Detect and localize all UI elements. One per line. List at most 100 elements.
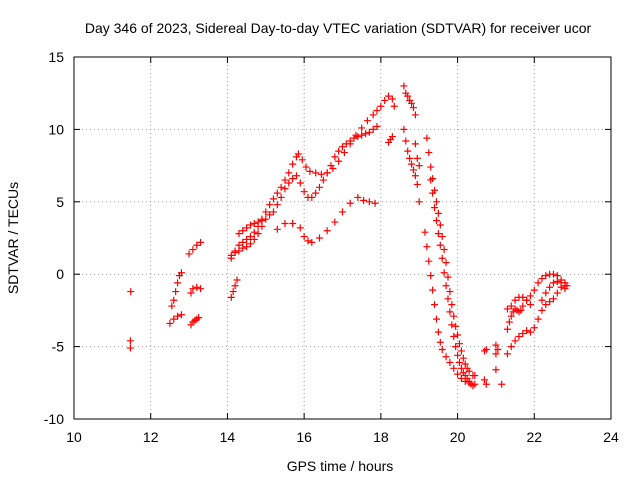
- data-point: [519, 330, 527, 338]
- data-point: [197, 285, 205, 293]
- data-point: [342, 140, 350, 148]
- data-point: [177, 311, 185, 319]
- data-point: [442, 259, 450, 267]
- data-point: [534, 279, 542, 287]
- data-point: [273, 189, 281, 197]
- data-point: [542, 301, 550, 309]
- data-point: [432, 198, 440, 206]
- data-point: [281, 220, 289, 228]
- data-point: [315, 234, 323, 242]
- data-point: [262, 208, 270, 216]
- data-point: [193, 283, 201, 291]
- grid-lines: [74, 57, 611, 419]
- data-point: [377, 102, 385, 110]
- data-point: [262, 215, 270, 223]
- data-point: [273, 201, 281, 209]
- data-point: [289, 175, 297, 183]
- data-point: [519, 302, 527, 310]
- x-tick-label: 24: [603, 429, 619, 445]
- data-point: [285, 179, 293, 187]
- data-point: [229, 288, 237, 296]
- data-point: [408, 160, 416, 168]
- data-point: [187, 289, 195, 297]
- data-point: [289, 220, 297, 228]
- data-point: [346, 199, 354, 207]
- data-point: [415, 162, 423, 170]
- data-point: [358, 131, 366, 139]
- data-point: [197, 238, 205, 246]
- data-point: [459, 354, 467, 362]
- data-point: [471, 372, 479, 380]
- data-point: [166, 319, 174, 327]
- data-point: [404, 147, 412, 155]
- data-point: [388, 95, 396, 103]
- data-point: [425, 257, 433, 265]
- y-tick-label: 10: [48, 121, 64, 137]
- data-point: [409, 104, 417, 112]
- data-point: [492, 350, 500, 358]
- data-point: [561, 285, 569, 293]
- data-point: [427, 272, 435, 280]
- data-point: [258, 217, 266, 225]
- data-point: [388, 133, 396, 141]
- data-point: [427, 163, 435, 171]
- data-point: [315, 183, 323, 191]
- data-point: [369, 111, 377, 119]
- data-point: [285, 169, 293, 177]
- data-point: [246, 233, 254, 241]
- data-point: [411, 140, 419, 148]
- data-point: [327, 162, 335, 170]
- data-point: [549, 295, 557, 303]
- data-point: [354, 133, 362, 141]
- data-point: [452, 322, 460, 330]
- data-point: [446, 359, 454, 367]
- data-point: [549, 279, 557, 287]
- data-point: [381, 96, 389, 104]
- data-point: [444, 295, 452, 303]
- x-tick-label: 10: [66, 429, 82, 445]
- data-point: [519, 293, 527, 301]
- data-point: [300, 188, 308, 196]
- data-point: [126, 344, 134, 352]
- data-point: [292, 172, 300, 180]
- data-point: [432, 315, 440, 323]
- data-point: [266, 211, 274, 219]
- data-point: [339, 143, 346, 151]
- x-axis-label: GPS time / hours: [287, 458, 394, 474]
- data-point: [436, 241, 444, 249]
- data-point: [442, 353, 450, 361]
- data-point: [482, 380, 490, 388]
- data-point: [530, 324, 538, 332]
- y-tick-label: 0: [56, 266, 64, 282]
- data-point: [243, 224, 251, 232]
- data-point: [317, 170, 325, 178]
- data-point: [360, 196, 368, 204]
- data-point: [126, 337, 134, 345]
- data-point: [465, 367, 473, 375]
- data-point: [507, 302, 515, 310]
- data-point: [411, 172, 419, 180]
- data-point: [231, 282, 239, 290]
- data-point: [434, 230, 442, 238]
- data-point: [538, 306, 546, 314]
- data-point: [304, 237, 312, 245]
- data-point: [434, 209, 442, 217]
- data-point: [294, 150, 302, 158]
- data-point: [546, 298, 554, 306]
- data-point: [277, 193, 285, 201]
- data-point: [431, 301, 439, 309]
- data-point: [423, 134, 431, 142]
- data-point: [515, 332, 523, 340]
- data-point: [168, 302, 176, 310]
- data-point: [455, 340, 463, 348]
- data-point: [436, 338, 444, 346]
- data-point: [517, 306, 525, 314]
- data-point: [246, 221, 254, 229]
- data-point: [331, 218, 339, 226]
- data-point: [421, 228, 429, 236]
- data-point: [429, 286, 437, 294]
- data-point: [436, 221, 444, 229]
- data-point: [339, 208, 346, 216]
- data-point: [511, 296, 519, 304]
- data-point: [319, 176, 327, 184]
